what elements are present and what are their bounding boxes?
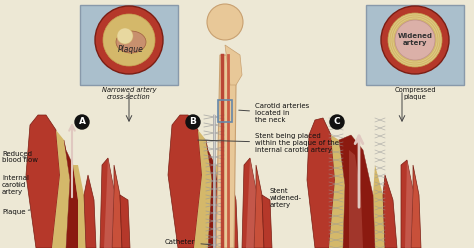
Text: Carotid arteries
located in
the neck: Carotid arteries located in the neck <box>239 103 309 123</box>
Text: Stent
widened-
artery: Stent widened- artery <box>270 188 302 208</box>
Ellipse shape <box>116 31 146 53</box>
Polygon shape <box>206 140 220 248</box>
Polygon shape <box>120 195 130 248</box>
Text: Widened
artery: Widened artery <box>398 33 432 47</box>
Text: Catheter: Catheter <box>165 239 211 245</box>
Text: Plaque: Plaque <box>2 209 30 215</box>
Polygon shape <box>254 165 264 248</box>
Polygon shape <box>194 130 212 248</box>
Polygon shape <box>349 150 363 248</box>
Text: Internal
carotid
artery: Internal carotid artery <box>2 175 29 195</box>
Polygon shape <box>242 158 256 248</box>
FancyBboxPatch shape <box>366 5 464 85</box>
Polygon shape <box>52 130 70 248</box>
Polygon shape <box>262 195 272 248</box>
Polygon shape <box>226 175 238 248</box>
Polygon shape <box>246 158 256 248</box>
Circle shape <box>186 115 200 129</box>
Polygon shape <box>401 160 413 248</box>
Text: Reduced
blood flow: Reduced blood flow <box>2 151 38 163</box>
Text: A: A <box>79 118 85 126</box>
Polygon shape <box>373 165 385 248</box>
Circle shape <box>395 20 435 60</box>
Circle shape <box>103 14 155 66</box>
Polygon shape <box>84 175 96 248</box>
Text: C: C <box>334 118 340 126</box>
Polygon shape <box>216 55 236 248</box>
Polygon shape <box>73 165 86 248</box>
Polygon shape <box>168 115 202 248</box>
Polygon shape <box>26 115 60 248</box>
Polygon shape <box>215 165 228 248</box>
Text: B: B <box>190 118 196 126</box>
Polygon shape <box>383 175 397 248</box>
Polygon shape <box>100 158 114 248</box>
Polygon shape <box>329 135 345 248</box>
Circle shape <box>207 4 243 40</box>
FancyBboxPatch shape <box>80 5 178 85</box>
Text: Plaque: Plaque <box>118 45 144 55</box>
Polygon shape <box>64 140 78 248</box>
Circle shape <box>388 13 442 67</box>
Polygon shape <box>104 158 114 248</box>
Text: Compressed
plaque: Compressed plaque <box>394 87 436 100</box>
Circle shape <box>381 6 449 74</box>
Circle shape <box>117 28 133 44</box>
Polygon shape <box>405 160 413 248</box>
Circle shape <box>75 115 89 129</box>
Polygon shape <box>411 165 421 248</box>
Polygon shape <box>225 45 242 85</box>
Text: Stent being placed
within the plaque of the
internal carotid artery: Stent being placed within the plaque of … <box>198 133 339 153</box>
Text: Narrowed artery
cross-section: Narrowed artery cross-section <box>102 87 156 100</box>
Circle shape <box>330 115 344 129</box>
Polygon shape <box>112 165 122 248</box>
Circle shape <box>95 6 163 74</box>
Polygon shape <box>339 135 375 248</box>
Polygon shape <box>307 118 335 248</box>
